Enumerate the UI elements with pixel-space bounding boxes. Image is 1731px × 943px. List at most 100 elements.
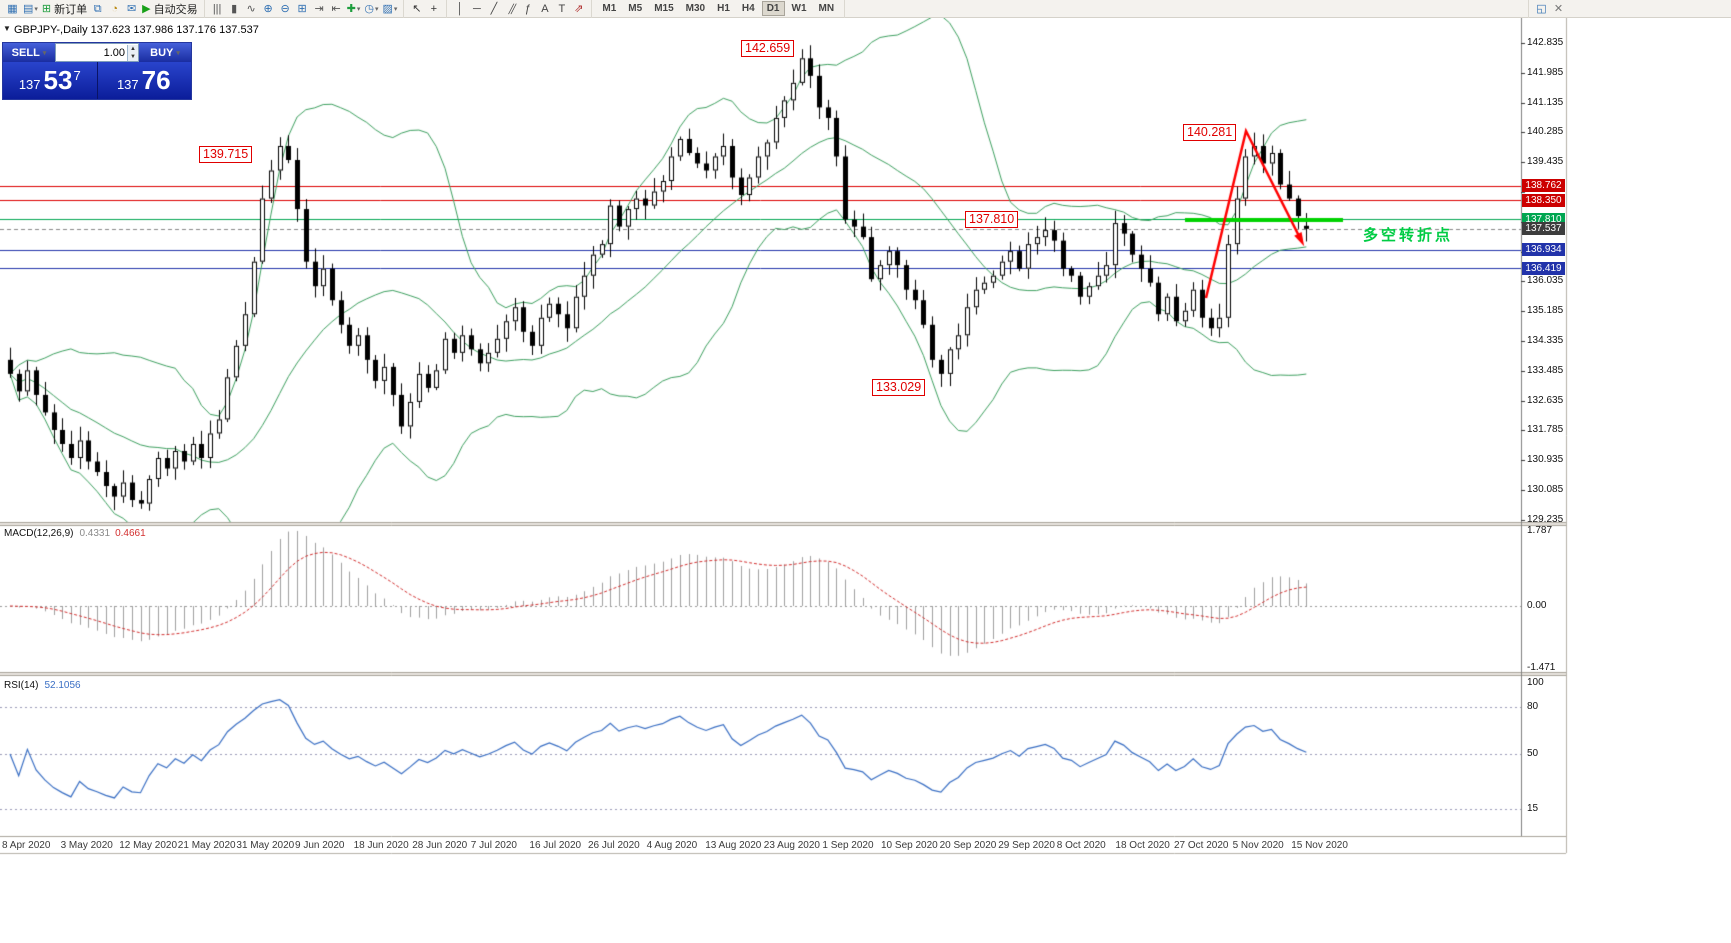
- date-axis-label: 18 Oct 2020: [1115, 840, 1170, 851]
- buy-button[interactable]: BUY ▾: [139, 43, 191, 62]
- indicators-icon[interactable]: ✚ ▾: [346, 2, 361, 15]
- sell-button[interactable]: SELL ▾: [3, 43, 55, 62]
- timeframe-m15-button[interactable]: M15: [654, 3, 674, 14]
- price-callout[interactable]: 142.659: [741, 40, 795, 57]
- date-axis-label: 10 Sep 2020: [881, 840, 938, 851]
- date-axis-label: 21 May 2020: [177, 840, 236, 851]
- mail-icon[interactable]: ✉: [127, 2, 137, 15]
- volume-value: 1.00: [103, 46, 125, 59]
- candlestick-chart-icon[interactable]: ▮: [231, 2, 238, 15]
- chart-symbol-ohlc: GBPJPY-,Daily 137.623 137.986 137.176 13…: [14, 24, 259, 36]
- price-axis-tick: 141.135: [1527, 96, 1564, 108]
- date-axis-label: 9 Jun 2020: [295, 840, 345, 851]
- price-axis-tick: 142.835: [1527, 37, 1564, 49]
- text-icon[interactable]: A: [541, 2, 549, 15]
- new-chart-icon[interactable]: ▦: [7, 2, 18, 15]
- price-axis-tick: 141.985: [1527, 66, 1564, 78]
- periods-icon[interactable]: ◷ ▾: [364, 2, 379, 15]
- price-axis-tick: 136.035: [1527, 275, 1564, 287]
- date-axis-label: 7 Jul 2020: [470, 840, 517, 851]
- rsi-axis-tick: 100: [1527, 677, 1544, 688]
- timeframe-m1-button[interactable]: M1: [602, 3, 617, 14]
- toolbar-right-group: ◱ ✕: [1528, 0, 1571, 18]
- timeframe-w1-button[interactable]: W1: [791, 3, 807, 14]
- timeframe-mn-button[interactable]: MN: [818, 3, 835, 14]
- price-axis-tick: 131.785: [1527, 424, 1564, 436]
- price-axis-tick: 135.185: [1527, 305, 1564, 317]
- buy-price[interactable]: 137 76: [116, 65, 171, 95]
- date-axis-label: 1 Sep 2020: [822, 840, 874, 851]
- volume-stepper[interactable]: ▲ ▼: [127, 44, 138, 61]
- price-axis-tick: 139.435: [1527, 156, 1564, 168]
- close-window-icon[interactable]: ✕: [1553, 2, 1564, 15]
- horizontal-line-icon[interactable]: ─: [472, 2, 481, 15]
- templates-icon[interactable]: ▨ ▾: [382, 2, 398, 15]
- tile-windows-icon[interactable]: ⊞: [297, 2, 307, 15]
- new-order-button[interactable]: ⊞ 新订单: [41, 2, 88, 16]
- bar-chart-icon[interactable]: |||: [212, 2, 222, 15]
- sell-price[interactable]: 137 53 7: [18, 65, 81, 95]
- date-axis-label: 3 May 2020: [60, 840, 113, 851]
- rsi-axis-tick: 80: [1527, 701, 1539, 713]
- volume-input[interactable]: 1.00 ▲ ▼: [55, 43, 139, 62]
- auto-scroll-icon[interactable]: ⇥: [314, 2, 324, 15]
- timeframe-m30-button[interactable]: M30: [685, 3, 706, 14]
- price-callout[interactable]: 139.715: [199, 146, 253, 163]
- line-chart-icon[interactable]: ∿: [246, 2, 256, 15]
- turning-point-note[interactable]: 多空转折点: [1363, 227, 1454, 244]
- rsi-axis-tick: 15: [1527, 802, 1539, 814]
- trendline-icon[interactable]: ╱: [490, 2, 498, 15]
- price-callout[interactable]: 140.281: [1183, 124, 1237, 141]
- cursor-icon[interactable]: ↖: [412, 2, 422, 15]
- date-axis-label: 8 Apr 2020: [2, 840, 51, 851]
- autotrading-button[interactable]: ▶ 自动交易: [142, 2, 198, 16]
- price-axis-tick: 130.085: [1527, 484, 1564, 496]
- price-tag-136.934: 136.934: [1522, 243, 1565, 257]
- one-click-collapse-toggle[interactable]: ▼: [3, 24, 11, 33]
- zoom-out-icon[interactable]: ⊖: [280, 2, 290, 15]
- date-axis-label: 20 Sep 2020: [939, 840, 997, 851]
- vertical-line-icon[interactable]: │: [456, 2, 464, 15]
- toolbar-group: ▦ ▤ ▾ ⊞ 新订单 ⧉ ◔ ✉ ▶ 自动交易: [0, 0, 205, 18]
- toolbar-group: │ ─ ╱ ╱╱ ƒ A T ⇗: [447, 0, 593, 18]
- sell-order-caret-icon[interactable]: ▾: [42, 49, 47, 57]
- crosshair-icon[interactable]: +: [430, 2, 438, 15]
- price-axis-tick: 130.935: [1527, 454, 1564, 466]
- sell-label: SELL: [11, 46, 40, 59]
- channel-icon[interactable]: ╱╱: [508, 3, 516, 14]
- profiles-icon[interactable]: ▤ ▾: [23, 2, 38, 15]
- print-icon[interactable]: ⧉: [93, 2, 102, 15]
- arrows-icon[interactable]: ⇗: [574, 2, 584, 15]
- main-toolbar: ▦ ▤ ▾ ⊞ 新订单 ⧉ ◔ ✉ ▶ 自动交易 ||| ▮ ∿ ⊕ ⊖ ⊞ ⇥ ⇤ ✚ ▾ ◷ ▾ ▨ ▾ ↖ + │ ─ ╱ ╱╱ ƒ A…: [0, 0, 1731, 18]
- date-axis-label: 16 Jul 2020: [529, 840, 582, 851]
- macd-axis-tick: 0.00: [1527, 600, 1547, 611]
- chart-shift-icon[interactable]: ⇤: [331, 2, 341, 15]
- timeframe-d1-button[interactable]: D1: [761, 1, 785, 16]
- buy-label: BUY: [150, 46, 174, 59]
- price-callout[interactable]: 137.810: [965, 211, 1019, 228]
- date-axis-label: 15 Nov 2020: [1291, 840, 1348, 851]
- macd-axis-tick: 1.787: [1527, 524, 1553, 536]
- timeframe-h4-button[interactable]: H4: [741, 3, 755, 14]
- zoom-in-icon[interactable]: ⊕: [263, 2, 273, 15]
- dock-window-icon[interactable]: ◱: [1536, 2, 1547, 15]
- toolbar-group: ||| ▮ ∿ ⊕ ⊖ ⊞ ⇥ ⇤ ✚ ▾ ◷ ▾ ▨ ▾: [205, 0, 405, 18]
- alerts-icon[interactable]: ◔: [111, 2, 118, 15]
- date-axis-label: 5 Nov 2020: [1232, 840, 1284, 851]
- timeframe-h1-button[interactable]: H1: [717, 3, 730, 14]
- macd-indicator-label: MACD(12,26,9) 0.4331 0.4661: [4, 528, 146, 539]
- price-axis-tick: 129.235: [1527, 513, 1564, 525]
- price-tag-138.350: 138.350: [1522, 193, 1565, 207]
- buy-order-caret-icon[interactable]: ▾: [176, 49, 180, 57]
- timeframe-m5-button[interactable]: M5: [628, 3, 643, 14]
- price-axis-tick: 140.285: [1527, 126, 1564, 138]
- date-axis-label: 27 Oct 2020: [1174, 840, 1229, 851]
- toolbar-group: ↖ +: [404, 0, 448, 18]
- label-icon[interactable]: T: [558, 2, 566, 15]
- price-tag-136.419: 136.419: [1522, 261, 1565, 275]
- fibonacci-icon[interactable]: ƒ: [524, 2, 531, 15]
- price-callout[interactable]: 133.029: [872, 379, 926, 396]
- rsi-axis-tick: 50: [1527, 748, 1539, 759]
- macd-axis-tick: -1.471: [1527, 661, 1556, 673]
